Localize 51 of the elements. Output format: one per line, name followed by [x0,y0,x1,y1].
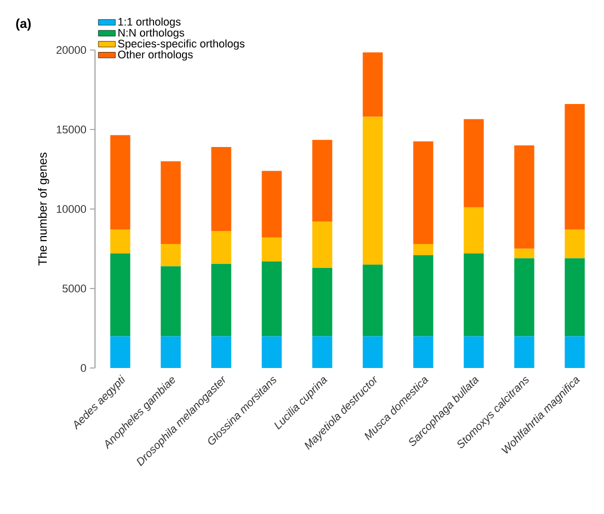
chart-title: (a) [16,18,31,31]
y-tick-label: 20000 [56,46,86,54]
y-tick-label: 5000 [62,284,86,292]
bar [464,254,484,336]
bar [413,141,434,244]
bar [514,336,534,368]
y-tick-label: 15000 [56,126,86,134]
bar [514,248,534,258]
bar [514,145,534,249]
bar [362,52,383,117]
bar [211,336,232,368]
bar [464,119,484,208]
bar [160,161,181,244]
bar [564,336,585,368]
bar [211,264,232,336]
bar [262,238,282,262]
bar [413,255,434,336]
bar [110,336,130,368]
legend-label: N:N orthologs [118,28,184,39]
bar [564,258,585,336]
bar [312,140,332,222]
y-tick-label: 10000 [56,205,86,213]
legend-label: Other orthologs [118,50,193,61]
bar [362,336,383,368]
bar [110,230,130,254]
bar [413,244,434,256]
legend-label: 1:1 orthologs [118,18,181,28]
bar [110,135,130,230]
bar [312,268,332,336]
bar [262,170,282,238]
y-tick-label: 0 [80,364,86,372]
legend-label: Species-specific orthologs [118,39,244,50]
bar [160,244,181,266]
bar [564,230,585,258]
bar [160,266,181,336]
bar [514,258,534,336]
y-axis-title: The number of genes [38,152,50,266]
bar [362,264,383,336]
bar [413,336,434,368]
bar [262,261,282,336]
bar [464,336,484,368]
bar [312,222,332,268]
bar [211,231,232,264]
bar [110,254,130,336]
bar [262,336,282,368]
bar [211,146,232,232]
bar [160,336,181,368]
bar [564,104,585,230]
bar [312,336,332,368]
bar [362,116,383,265]
bar [464,207,484,254]
